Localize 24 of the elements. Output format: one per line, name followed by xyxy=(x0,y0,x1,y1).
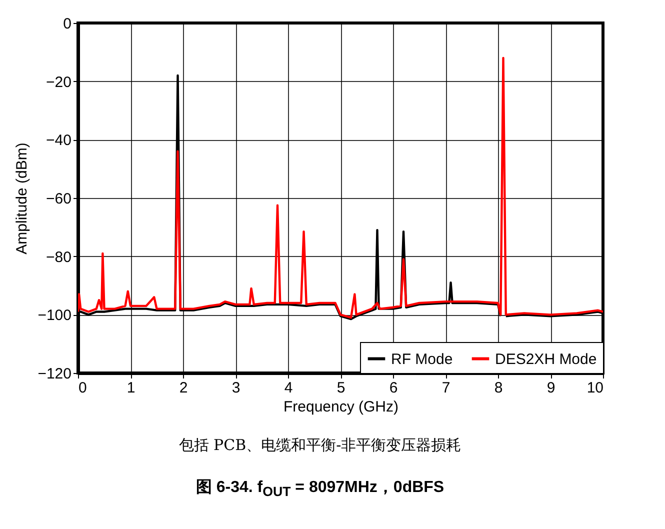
y-axis-title: Amplitude (dBm) xyxy=(14,142,31,254)
x-tick-label: 2 xyxy=(179,380,188,396)
x-tick-label: 5 xyxy=(336,380,346,396)
x-tick-label: 10 xyxy=(586,380,604,396)
x-tick-label: 8 xyxy=(494,380,503,396)
legend-label: RF Mode xyxy=(391,350,453,368)
legend-label: DES2XH Mode xyxy=(495,350,597,368)
y-tick-label: −60 xyxy=(46,190,72,208)
x-axis-title: Frequency (GHz) xyxy=(283,398,399,416)
x-tick-label: 4 xyxy=(284,380,293,396)
text: 图 6-34. f$_{OUT}$ = 8097MHz，0dBFS xyxy=(194,478,446,500)
x-tick-label: 7 xyxy=(442,380,450,396)
x-tick-label: 1 xyxy=(126,380,136,396)
y-tick-label: 0 xyxy=(63,16,72,32)
x-tick-label: 3 xyxy=(232,380,240,396)
x-tick-label: 9 xyxy=(546,380,556,396)
y-tick-label: −80 xyxy=(46,248,72,266)
x-tick-label: 6 xyxy=(389,380,398,396)
x-tick-label: 0 xyxy=(78,380,87,396)
y-tick-label: −100 xyxy=(38,307,72,324)
y-tick-label: −20 xyxy=(46,74,72,91)
text: 包括 PCB、电缆和平衡-非平衡变压器损耗 xyxy=(178,436,462,455)
y-tick-label: −120 xyxy=(38,366,72,382)
y-tick-label: −40 xyxy=(46,132,72,150)
